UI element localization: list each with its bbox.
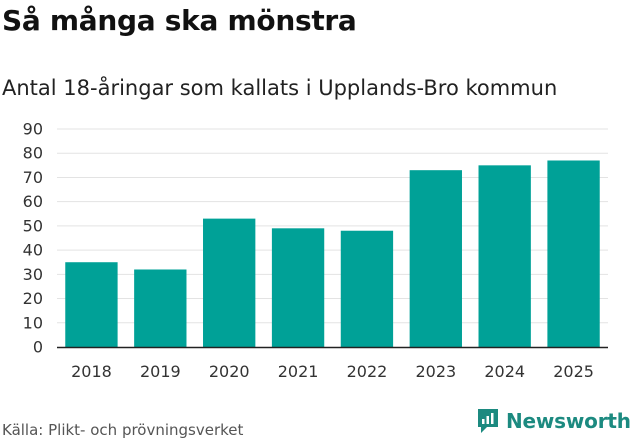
y-tick-label: 30 [23,265,43,284]
bar [65,262,118,347]
x-tick-label: 2025 [553,362,594,381]
y-tick-label: 40 [23,241,43,260]
newsworthy-logo-icon [478,409,498,433]
y-tick-label: 20 [23,289,43,308]
source-note: Källa: Plikt- och prövningsverket [2,421,244,439]
x-tick-label: 2023 [415,362,456,381]
y-tick-label: 50 [23,216,43,235]
y-tick-label: 70 [23,168,43,187]
brand-name: Newsworthy [506,409,631,433]
y-tick-label: 90 [23,120,43,139]
chart-subtitle: Antal 18-åringar som kallats i Upplands-… [2,76,558,100]
bar [409,170,462,347]
bar [478,165,531,347]
bar [271,228,325,347]
x-tick-label: 2020 [209,362,250,381]
x-tick-label: 2022 [347,362,388,381]
bar [134,269,187,347]
x-tick-label: 2021 [278,362,319,381]
brand-logo: Newsworthy [476,408,631,434]
x-tick-label: 2019 [140,362,181,381]
y-tick-label: 0 [33,338,43,357]
y-tick-label: 10 [23,313,43,332]
x-tick-label: 2018 [71,362,112,381]
bar-chart: 0 10 20 30 40 50 60 70 80 90 2018 2019 2020 2021 2022 2… [23,120,608,381]
x-tick-label: 2024 [484,362,525,381]
bar [547,160,600,347]
bar [203,218,256,347]
chart-title: Så många ska mönstra [2,4,357,37]
y-tick-label: 80 [23,144,43,163]
y-tick-label: 60 [23,192,43,211]
bar [340,230,394,347]
